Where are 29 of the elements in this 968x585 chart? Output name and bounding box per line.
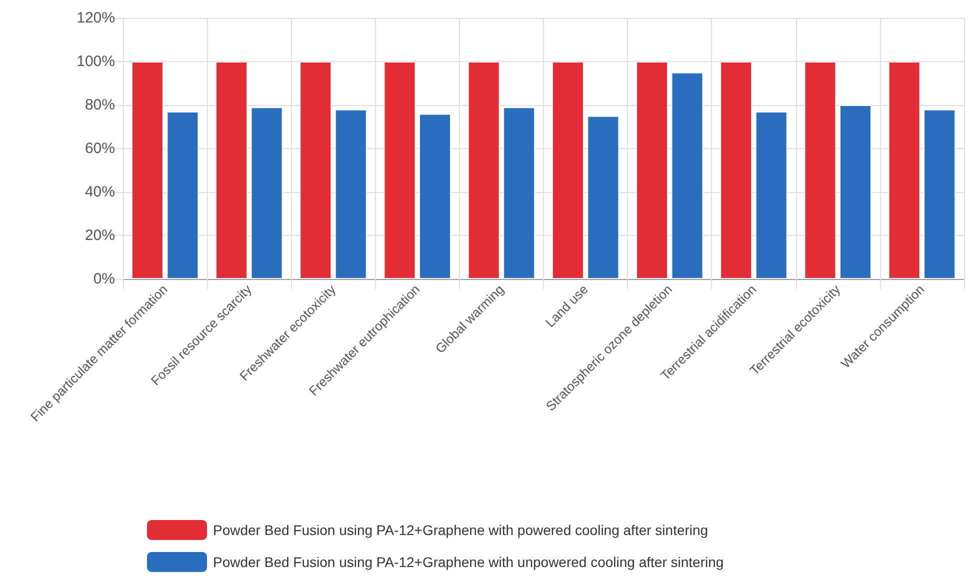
y-tick-label: 80% [84, 96, 115, 114]
bar [418, 114, 451, 279]
bar [924, 109, 956, 279]
bar [166, 112, 199, 279]
bar [720, 62, 752, 279]
bar [587, 116, 620, 279]
bar [384, 62, 416, 279]
bar [250, 107, 283, 279]
bar [334, 109, 367, 279]
y-tick-label: 60% [84, 140, 115, 157]
y-tick-label: 20% [84, 227, 115, 244]
bar [552, 62, 584, 279]
bar [636, 62, 668, 279]
bar [804, 62, 836, 279]
legend-label: Powder Bed Fusion using PA-12+Graphene with powered cooling after sintering [213, 522, 708, 538]
legend-label: Powder Bed Fusion using PA-12+Graphene with unpowered cooling after sintering [213, 554, 724, 570]
bar [131, 62, 164, 279]
bar [468, 62, 500, 279]
bar [888, 62, 920, 279]
y-tick-label: 0% [93, 270, 115, 288]
y-tick-label: 120% [76, 10, 115, 26]
bar [300, 62, 332, 279]
bar [671, 72, 704, 279]
bar [503, 107, 536, 279]
bar [216, 62, 248, 279]
y-tick-label: 40% [84, 184, 115, 200]
bar [839, 105, 872, 279]
y-tick-label: 100% [76, 53, 115, 70]
bar [755, 112, 788, 279]
